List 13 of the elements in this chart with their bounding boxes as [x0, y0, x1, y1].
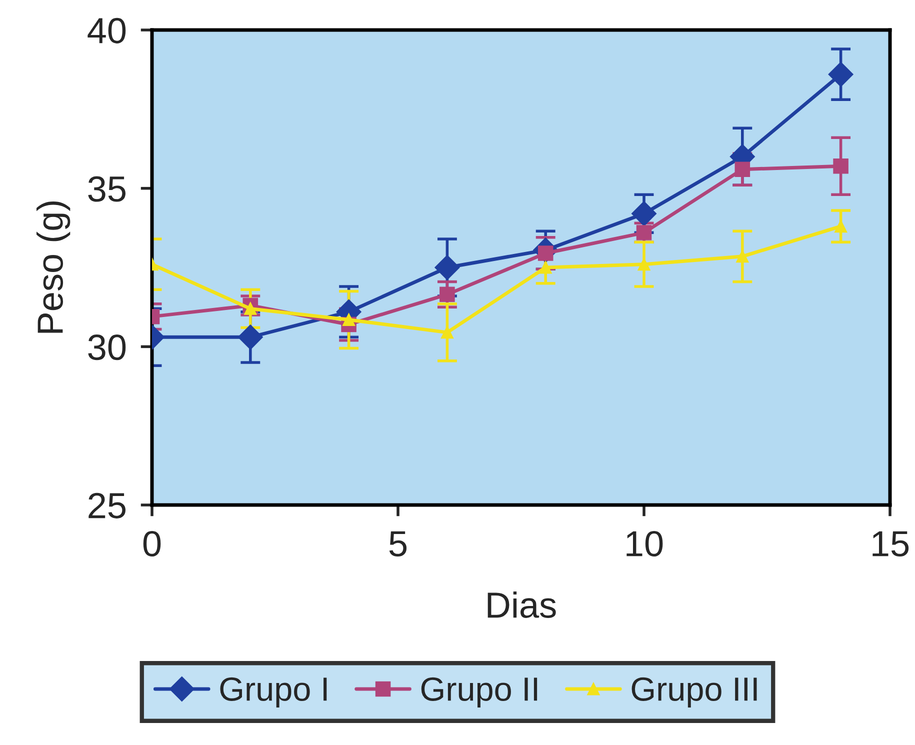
legend-label: Grupo I [220, 677, 327, 708]
y-tick-label: 25 [88, 492, 126, 518]
x-tick-label: 10 [626, 530, 663, 557]
x-tick-label: 15 [872, 531, 909, 557]
x-tick-label: 5 [389, 531, 407, 557]
y-tick-label: 40 [88, 18, 126, 44]
y-tick-label: 35 [88, 176, 126, 202]
x-tick-label: 0 [143, 530, 161, 557]
x-axis-title: Dias [488, 591, 556, 618]
y-axis-title: Peso (g) [36, 202, 70, 333]
y-tick-label: 30 [88, 334, 126, 360]
legend-label: Grupo II [421, 677, 538, 708]
legend-label: Grupo III [632, 677, 757, 708]
